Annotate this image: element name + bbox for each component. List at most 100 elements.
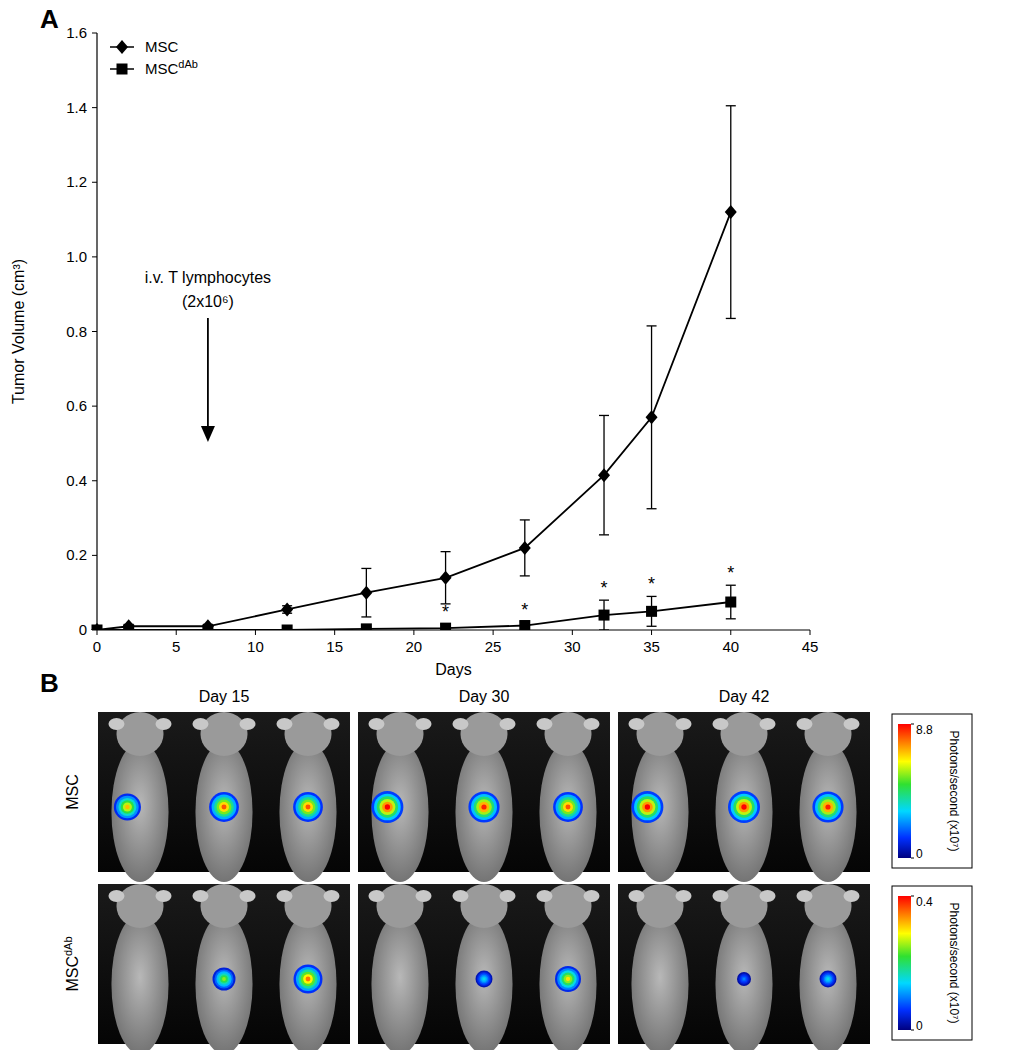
x-tick-label: 40 — [722, 638, 739, 655]
colorbar-tick-label: 0 — [916, 1019, 923, 1033]
signal-ring — [303, 802, 313, 812]
signal-ring — [213, 968, 236, 991]
data-point — [519, 541, 531, 555]
signal-ring — [222, 805, 227, 810]
significance-mark: * — [601, 578, 608, 598]
x-tick-label: 35 — [643, 638, 660, 655]
mouse-body — [539, 742, 596, 882]
legend-marker — [117, 64, 128, 75]
y-tick-label: 0.4 — [66, 472, 87, 489]
colorbar-tick-label: 8.8 — [916, 723, 933, 737]
mouse-ear — [192, 718, 208, 730]
error-cap — [647, 508, 657, 509]
signal-spot — [371, 791, 403, 823]
mouse-ear — [276, 718, 292, 730]
mouse — [452, 884, 515, 1050]
signal-spot — [812, 791, 843, 822]
signal-ring — [471, 794, 497, 820]
signal-spot — [468, 791, 499, 822]
mouse — [108, 884, 171, 1050]
signal-ring — [555, 966, 581, 992]
data-point — [92, 625, 103, 631]
mouse — [452, 712, 515, 882]
signal-ring — [820, 799, 836, 815]
data-point — [281, 602, 293, 616]
mouse — [276, 884, 339, 1050]
signal-ring — [741, 976, 748, 983]
signal-ring — [219, 802, 229, 812]
x-tick-label: 15 — [326, 638, 343, 655]
signal-ring — [823, 802, 833, 812]
significance-mark: * — [521, 600, 528, 620]
mouse-body — [111, 742, 168, 882]
x-tick-label: 0 — [93, 638, 101, 655]
mouse-body — [111, 914, 168, 1050]
mouse-ear — [276, 890, 292, 902]
mouse-ear — [324, 890, 340, 902]
signal-ring — [631, 791, 663, 823]
panel-label: A — [40, 4, 59, 34]
colorbar-frame — [892, 714, 972, 868]
signal-ring — [214, 969, 233, 988]
row-label: MSC — [64, 774, 81, 810]
colorbar — [898, 896, 911, 1030]
colorbar — [898, 724, 911, 858]
mouse-body — [371, 742, 428, 882]
signal-ring — [566, 805, 571, 810]
data-point — [91, 623, 103, 630]
mouse-body — [715, 742, 772, 882]
signal-ring — [566, 977, 570, 981]
signal-ring — [818, 797, 839, 818]
mouse — [192, 884, 255, 1050]
signal-ring — [468, 791, 499, 822]
mouse-body — [631, 742, 688, 882]
mouse-head — [200, 712, 247, 756]
x-tick-label: 10 — [247, 638, 264, 655]
mouse-ear — [796, 890, 812, 902]
signal-spot — [737, 972, 751, 986]
signal-ring — [476, 971, 493, 988]
mouse-ear — [628, 890, 644, 902]
signal-ring — [481, 804, 486, 809]
data-point — [202, 625, 213, 631]
signal-ring — [298, 969, 317, 988]
x-tick-label: 30 — [564, 638, 581, 655]
signal-ring — [563, 802, 573, 812]
mouse-ear — [536, 718, 552, 730]
error-bar — [647, 326, 657, 509]
signal-ring — [562, 973, 575, 986]
mouse-ear — [240, 718, 256, 730]
mouse-head — [116, 712, 163, 756]
x-tick-label: 5 — [172, 638, 180, 655]
error-bar — [599, 415, 609, 534]
signal-ring — [634, 794, 661, 821]
error-cap — [361, 568, 371, 569]
error-cap — [726, 618, 736, 619]
y-tick-label: 1.0 — [66, 248, 87, 265]
data-point — [360, 586, 372, 600]
x-tick — [176, 630, 177, 635]
signal-ring — [483, 978, 486, 981]
data-point — [123, 625, 134, 631]
mouse-body — [195, 914, 252, 1050]
error-cap — [599, 534, 609, 535]
signal-ring — [301, 972, 316, 987]
signal-ring — [296, 967, 320, 991]
error-bar — [441, 552, 451, 604]
mouse — [796, 884, 859, 1050]
signal-ring — [642, 802, 653, 813]
data-point — [440, 571, 452, 585]
signal-ring — [209, 792, 239, 822]
mouse-head — [544, 884, 591, 928]
y-tick — [92, 182, 97, 183]
error-bar — [726, 106, 736, 319]
mouse-ear — [844, 718, 860, 730]
mouse-ear — [712, 718, 728, 730]
x-tick-label: 25 — [485, 638, 502, 655]
annotation-arrowhead — [201, 426, 215, 442]
signal-ring — [815, 794, 841, 820]
mouse-ear — [796, 718, 812, 730]
data-point — [282, 625, 293, 631]
error-cap — [520, 519, 530, 520]
y-tick — [92, 406, 97, 407]
